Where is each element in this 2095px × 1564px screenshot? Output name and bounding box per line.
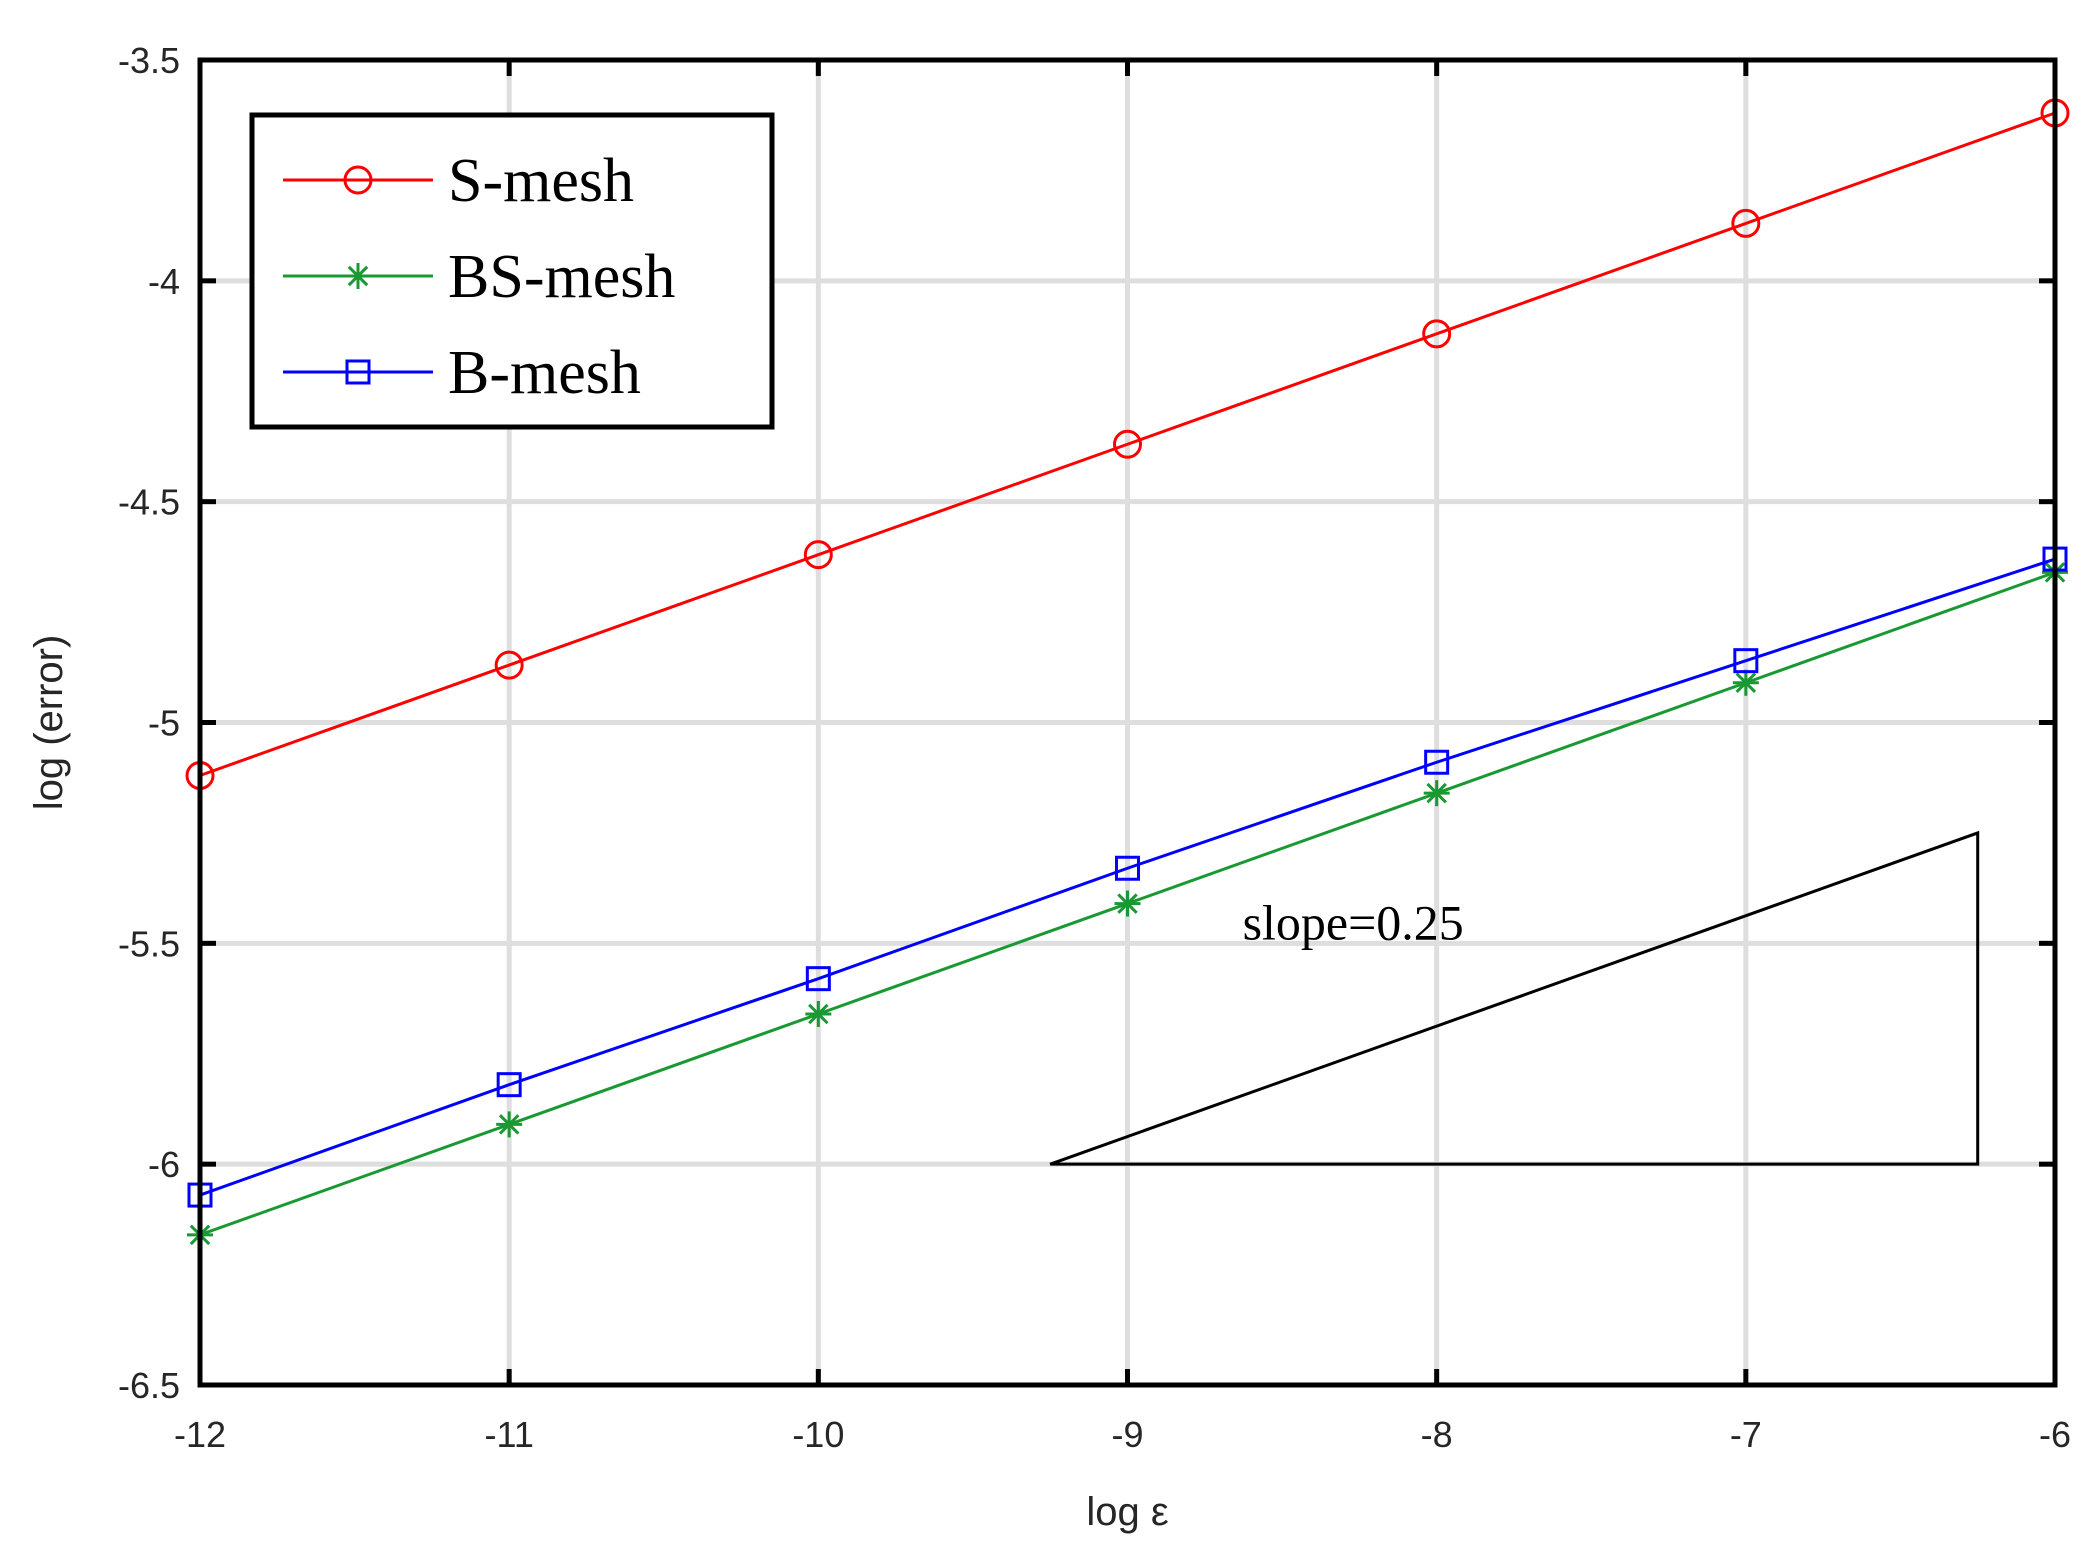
legend-box (249, 112, 775, 430)
point-s-mesh-3 (1113, 429, 1142, 459)
slope-triangle (1049, 830, 1980, 1166)
y-tick-label-5: -4 (148, 261, 180, 302)
point-b-mesh-2 (805, 966, 831, 992)
x-tick-label-6: -6 (2039, 1414, 2071, 1455)
y-tick-label-2: -5.5 (118, 923, 180, 964)
x-tick-label-3: -9 (1111, 1414, 1143, 1455)
point-bs-mesh-1-stroke-3 (498, 1114, 520, 1135)
legend-label-bs-mesh: BS-mesh (448, 243, 675, 311)
point-bs-mesh-5 (1732, 669, 1759, 696)
point-bs-mesh-2 (805, 1001, 832, 1027)
point-s-mesh-2 (803, 540, 833, 570)
slope-annotation: slope=0.25 (1049, 830, 1980, 1166)
y-tick-label-4: -4.5 (118, 482, 180, 523)
series-line-b-mesh (199, 557, 2056, 1197)
point-bs-mesh-1 (496, 1111, 523, 1138)
point-bs-mesh-5-stroke-3 (1735, 672, 1757, 694)
y-tick-label-3: -5 (148, 703, 180, 744)
legend-marker-b-mesh (345, 359, 371, 385)
point-s-mesh-4 (1422, 319, 1452, 349)
slope-label: slope=0.25 (1243, 894, 1464, 950)
legend-marker-bs-mesh-stroke-3 (347, 265, 369, 287)
x-tick-label-2: -10 (792, 1414, 844, 1455)
y-tick-label-0: -6.5 (118, 1365, 180, 1406)
point-b-mesh-4 (1424, 749, 1450, 775)
point-bs-mesh-4-stroke-3 (1426, 782, 1447, 804)
series-line-s-mesh (199, 111, 2056, 777)
legend-label-b-mesh: B-mesh (448, 339, 641, 407)
x-tick-label-1: -11 (484, 1414, 533, 1455)
series-bs-mesh (187, 559, 2068, 1248)
axis-ticks: -12 -11 -10 -9 -8 -7 -6 -6.5 -6 -5.5 -5 -4.5 -4 -3.5 (118, 40, 2071, 1455)
x-axis-label: log ε (1086, 1490, 1168, 1534)
point-bs-mesh-3 (1114, 890, 1141, 917)
y-tick-label-6: -3.5 (118, 40, 180, 81)
y-axis-label: log (error) (27, 635, 71, 811)
point-bs-mesh-3-stroke-3 (1117, 893, 1138, 914)
point-b-mesh-3 (1115, 855, 1140, 881)
x-tick-label-5: -7 (1730, 1414, 1762, 1455)
point-b-mesh-5 (1733, 648, 1759, 674)
legend: S-mesh BS-mesh B-mesh (249, 112, 775, 430)
legend-label-s-mesh: S-mesh (448, 147, 634, 215)
y-tick-label-1: -6 (148, 1144, 180, 1185)
point-b-mesh-1 (496, 1072, 522, 1098)
legend-marker-s-mesh (343, 165, 373, 195)
point-bs-mesh-4 (1423, 780, 1450, 807)
x-tick-label-0: -12 (174, 1414, 226, 1455)
x-tick-label-4: -8 (1421, 1414, 1453, 1455)
point-s-mesh-5 (1731, 208, 1761, 238)
point-s-mesh-1 (494, 650, 524, 680)
point-bs-mesh-2-stroke-3 (808, 1003, 829, 1025)
legend-marker-bs-mesh (345, 263, 371, 289)
